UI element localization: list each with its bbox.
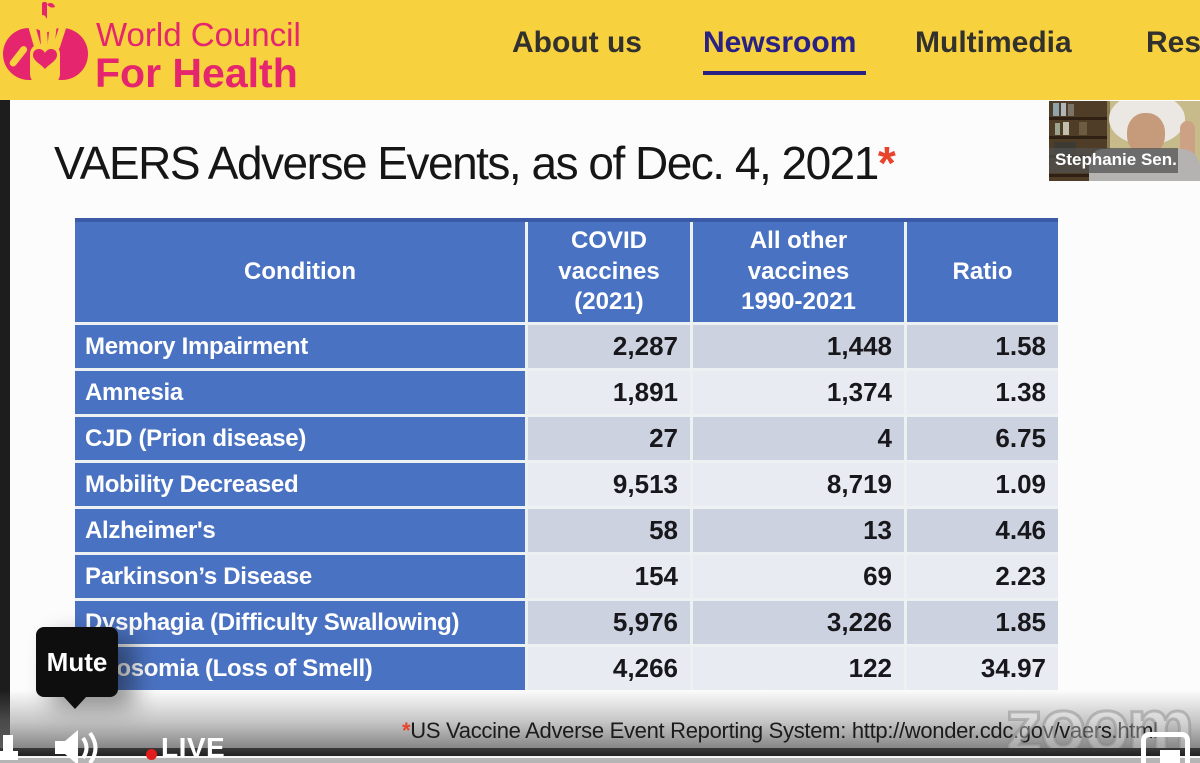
nav-item-about-us[interactable]: About us <box>512 26 642 59</box>
slide-title: VAERS Adverse Events, as of Dec. 4, 2021… <box>54 137 896 189</box>
site-header: World Council For Health About us Newsro… <box>0 0 1200 100</box>
row-covid-value: 5,976 <box>528 601 690 644</box>
row-condition: Mobility Decreased <box>75 463 525 506</box>
title-asterisk: * <box>877 137 896 189</box>
col-header-covid: COVID vaccines (2021) <box>528 222 690 322</box>
row-covid-value: 9,513 <box>528 463 690 506</box>
logo-text-line2[interactable]: For Health <box>95 50 298 96</box>
mute-tooltip-arrow <box>63 696 87 709</box>
row-covid-value: 2,287 <box>528 325 690 368</box>
row-ratio-value: 4.46 <box>907 509 1058 552</box>
video-player[interactable]: VAERS Adverse Events, as of Dec. 4, 2021… <box>0 100 1200 763</box>
col-header-condition: Condition <box>75 222 525 322</box>
miniplayer-icon[interactable] <box>1141 732 1190 763</box>
row-condition: CJD (Prion disease) <box>75 417 525 460</box>
row-covid-value: 154 <box>528 555 690 598</box>
row-ratio-value: 6.75 <box>907 417 1058 460</box>
row-other-value: 3,226 <box>693 601 904 644</box>
participant-name-label: Stephanie Sen... <box>1049 148 1178 173</box>
col-header-ratio: Ratio <box>907 222 1058 322</box>
row-covid-value: 4,266 <box>528 647 690 690</box>
row-condition: Memory Impairment <box>75 325 525 368</box>
speaker-video-thumbnail: Stephanie Sen... <box>1049 101 1200 181</box>
mute-button[interactable] <box>55 730 99 763</box>
row-other-value: 1,374 <box>693 371 904 414</box>
slide-footnote: *US Vaccine Adverse Event Reporting Syst… <box>402 718 1158 743</box>
row-ratio-value: 1.38 <box>907 371 1058 414</box>
row-ratio-value: 34.97 <box>907 647 1058 690</box>
player-corner-glyph <box>3 735 13 755</box>
row-other-value: 4 <box>693 417 904 460</box>
nav-item-resources[interactable]: Res <box>1146 26 1200 59</box>
col-header-other: All other vaccines 1990-2021 <box>693 222 904 322</box>
row-condition: Parkinson’s Disease <box>75 555 525 598</box>
mute-tooltip: Mute <box>36 627 118 697</box>
logo-text-line1[interactable]: World Council <box>96 16 301 53</box>
vaers-table: Condition COVID vaccines (2021) All othe… <box>75 218 1058 690</box>
row-condition: Dysphagia (Difficulty Swallowing) <box>75 601 525 644</box>
footnote-asterisk: * <box>402 718 411 743</box>
nav-item-multimedia[interactable]: Multimedia <box>915 26 1072 59</box>
live-dot-icon <box>146 749 157 760</box>
active-nav-underline <box>703 71 866 75</box>
shelf-frame <box>1107 101 1110 181</box>
live-badge: LIVE <box>161 732 226 763</box>
row-condition: Anosomia (Loss of Smell) <box>75 647 525 690</box>
player-bottom-gradient <box>0 690 1200 748</box>
row-covid-value: 58 <box>528 509 690 552</box>
row-ratio-value: 2.23 <box>907 555 1058 598</box>
row-covid-value: 27 <box>528 417 690 460</box>
nav-item-newsroom[interactable]: Newsroom <box>703 26 857 59</box>
miniplayer-icon-inner <box>1160 750 1180 763</box>
progress-bar[interactable] <box>0 756 1200 763</box>
player-control-bar <box>0 748 1200 756</box>
video-left-edge <box>0 100 10 763</box>
row-other-value: 1,448 <box>693 325 904 368</box>
wch-apple-hand-logo[interactable] <box>2 2 94 98</box>
row-other-value: 69 <box>693 555 904 598</box>
row-ratio-value: 1.85 <box>907 601 1058 644</box>
row-condition: Amnesia <box>75 371 525 414</box>
row-covid-value: 1,891 <box>528 371 690 414</box>
row-condition: Alzheimer's <box>75 509 525 552</box>
speaker-icon <box>55 730 98 763</box>
player-corner-glyph <box>0 751 18 760</box>
row-ratio-value: 1.09 <box>907 463 1058 506</box>
row-other-value: 8,719 <box>693 463 904 506</box>
row-other-value: 122 <box>693 647 904 690</box>
row-other-value: 13 <box>693 509 904 552</box>
row-ratio-value: 1.58 <box>907 325 1058 368</box>
